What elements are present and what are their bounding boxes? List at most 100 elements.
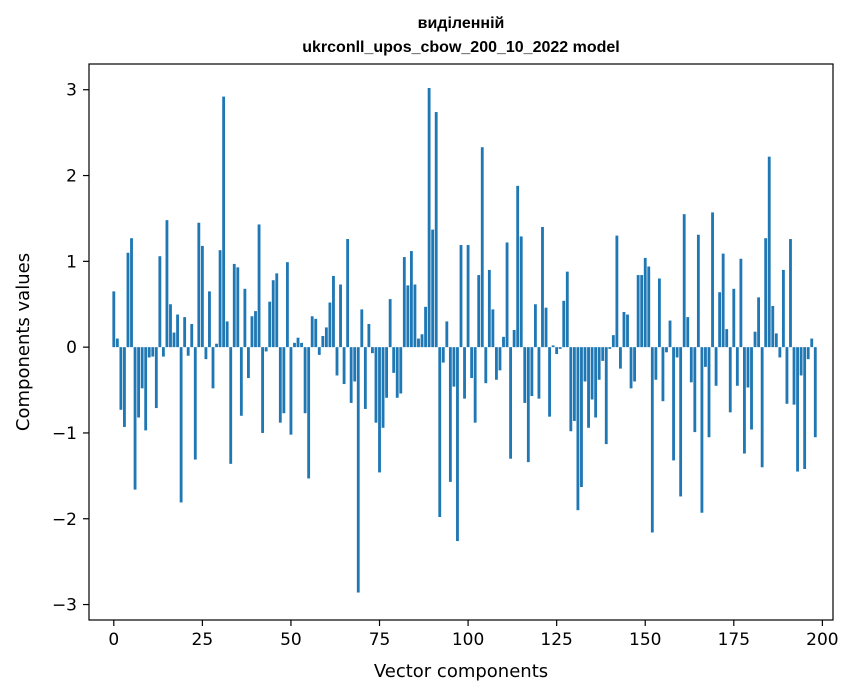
- bar: [509, 347, 513, 459]
- bar: [385, 347, 389, 398]
- bar: [371, 347, 374, 354]
- bar: [714, 347, 718, 386]
- bar: [321, 335, 325, 348]
- bar: [137, 347, 141, 418]
- bar: [268, 301, 272, 348]
- bar: [771, 305, 775, 348]
- bar: [459, 245, 463, 348]
- bar: [154, 347, 158, 409]
- bar: [293, 342, 296, 348]
- bar: [580, 347, 583, 488]
- bar: [696, 234, 700, 348]
- bar: [119, 347, 123, 410]
- bar: [491, 309, 495, 348]
- bar: [378, 347, 381, 473]
- bar: [704, 347, 707, 367]
- bar: [668, 320, 672, 348]
- bar: [721, 253, 725, 348]
- bar: [151, 347, 155, 357]
- bar: [693, 347, 697, 433]
- bar: [169, 304, 172, 348]
- bar: [778, 347, 782, 358]
- bar: [324, 327, 328, 348]
- bar: [395, 347, 399, 398]
- bar: [640, 275, 644, 348]
- bar: [530, 347, 534, 397]
- x-axis-label: Vector components: [374, 661, 548, 682]
- bar: [243, 288, 247, 348]
- bar: [190, 323, 194, 348]
- bar: [810, 338, 814, 348]
- bar: [583, 347, 587, 382]
- bar: [126, 252, 130, 348]
- bar: [654, 347, 658, 380]
- bar: [275, 273, 279, 348]
- y-tick-label: 2: [66, 167, 77, 187]
- bar: [679, 347, 683, 497]
- bar: [689, 347, 693, 383]
- bar: [502, 336, 505, 348]
- x-tick-label: 100: [452, 630, 484, 650]
- bar: [335, 347, 339, 376]
- bar: [307, 347, 311, 479]
- bar: [750, 347, 753, 430]
- bar: [402, 257, 406, 348]
- bar: [200, 245, 204, 348]
- bar: [374, 347, 378, 423]
- bar: [512, 329, 516, 348]
- bar: [161, 347, 165, 357]
- bar: [356, 347, 360, 593]
- bar: [700, 347, 704, 513]
- chart-title-line-2: ukrconll_upos_cbow_200_10_2022 model: [302, 39, 619, 56]
- bar: [813, 347, 817, 438]
- bar: [112, 291, 116, 348]
- bar: [707, 347, 711, 438]
- bar: [682, 214, 686, 348]
- bar: [176, 314, 179, 348]
- bar: [533, 304, 537, 348]
- bar: [208, 291, 211, 348]
- bar: [261, 347, 265, 433]
- bar: [218, 250, 222, 348]
- bar: [179, 347, 183, 503]
- y-tick-label: −1: [52, 424, 77, 444]
- x-tick-label: 0: [108, 630, 119, 650]
- bar: [806, 347, 810, 360]
- bar: [477, 275, 481, 348]
- bar: [636, 275, 640, 348]
- plot-frame: [88, 63, 834, 621]
- bar: [718, 292, 722, 348]
- bar: [484, 347, 488, 384]
- bar: [392, 347, 396, 373]
- bar: [657, 278, 661, 348]
- bar: [665, 347, 668, 353]
- x-tick-label: 175: [718, 630, 750, 650]
- bar: [165, 220, 169, 348]
- bar: [186, 347, 190, 356]
- bar: [409, 251, 413, 348]
- bar: [441, 347, 445, 363]
- x-tick-label: 75: [369, 630, 391, 650]
- bar: [569, 347, 573, 432]
- bar: [622, 311, 626, 348]
- bar: [544, 307, 548, 348]
- bar: [495, 347, 498, 380]
- bar: [254, 311, 257, 348]
- bar: [130, 238, 133, 348]
- bar: [271, 280, 275, 348]
- bar: [487, 269, 491, 348]
- bar: [463, 347, 466, 399]
- bar: [367, 323, 371, 348]
- bar: [757, 297, 761, 348]
- bar: [363, 347, 367, 409]
- bar: [431, 229, 435, 348]
- bar: [257, 224, 261, 348]
- y-tick-label: −2: [52, 510, 77, 530]
- bar: [388, 299, 392, 348]
- bar: [548, 347, 551, 417]
- bar: [314, 318, 318, 348]
- bar: [743, 347, 746, 454]
- bar: [204, 347, 208, 360]
- bar: [608, 347, 612, 349]
